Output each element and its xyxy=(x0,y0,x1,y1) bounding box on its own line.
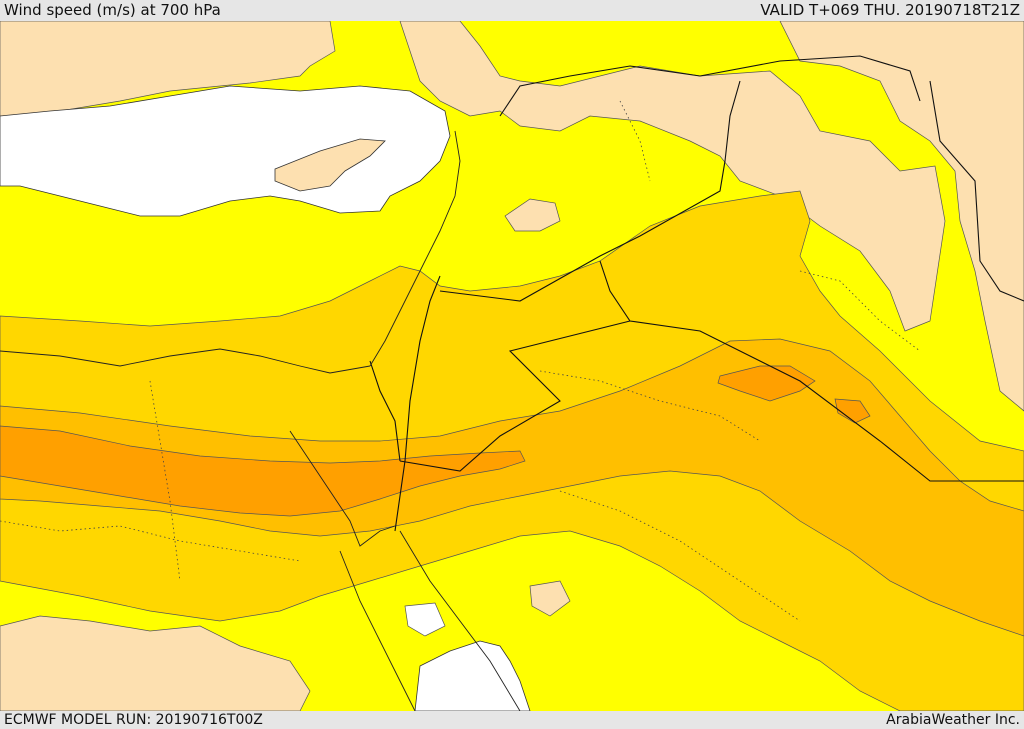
syria-iraq-low-wind xyxy=(399,21,946,332)
border-iraq-saudi xyxy=(599,260,1024,482)
mediterranean-sea xyxy=(0,85,451,217)
border-israel-egypt xyxy=(369,360,401,462)
red-sea-east-coast xyxy=(399,530,521,711)
sinai-calm-patch xyxy=(404,602,446,637)
egypt-low-wind xyxy=(0,615,311,711)
footer-bar: ECMWF MODEL RUN: 20190716T00Z ArabiaWeat… xyxy=(0,711,1024,729)
border-jordan-west xyxy=(394,275,441,532)
coastlines xyxy=(0,130,521,711)
country-borders xyxy=(369,55,1024,532)
province-line-3 xyxy=(559,490,801,622)
levant-coast xyxy=(369,130,461,367)
border-jordan-saudi xyxy=(399,320,631,472)
border-turkey-syria-iraq xyxy=(499,55,921,117)
province-line-6 xyxy=(799,270,921,352)
province-line-4 xyxy=(149,380,181,582)
sea-areas xyxy=(0,85,531,711)
model-run-label: ECMWF MODEL RUN: 20190716T00Z xyxy=(4,712,263,728)
core-wind-band xyxy=(0,425,526,517)
core-wind-patch-iraq xyxy=(834,398,871,424)
province-boundaries xyxy=(0,100,921,622)
province-line-2 xyxy=(539,370,761,442)
province-line-1 xyxy=(0,520,301,562)
small-low-wind-1 xyxy=(504,198,561,232)
cyprus xyxy=(274,138,386,192)
red-sea-west-coast xyxy=(339,550,416,711)
red-sea-white xyxy=(414,640,531,711)
egypt-coast xyxy=(0,348,371,374)
map-title: Wind speed (m/s) at 700 hPa xyxy=(4,1,221,19)
iran-low-wind xyxy=(779,21,1024,412)
header-bar: Wind speed (m/s) at 700 hPa VALID T+069 … xyxy=(0,0,1024,21)
border-iraq-iran xyxy=(929,80,1024,302)
saudi-low-wind-2 xyxy=(529,580,571,617)
border-syria-iraq xyxy=(439,80,741,302)
valid-time-label: VALID T+069 THU. 20190718T21Z xyxy=(760,1,1020,19)
strong-wind-band xyxy=(0,338,1024,637)
provider-credit: ArabiaWeather Inc. xyxy=(886,712,1020,728)
wind-speed-map xyxy=(0,21,1024,711)
province-line-5 xyxy=(619,100,651,182)
gulf-of-suez xyxy=(289,430,396,547)
